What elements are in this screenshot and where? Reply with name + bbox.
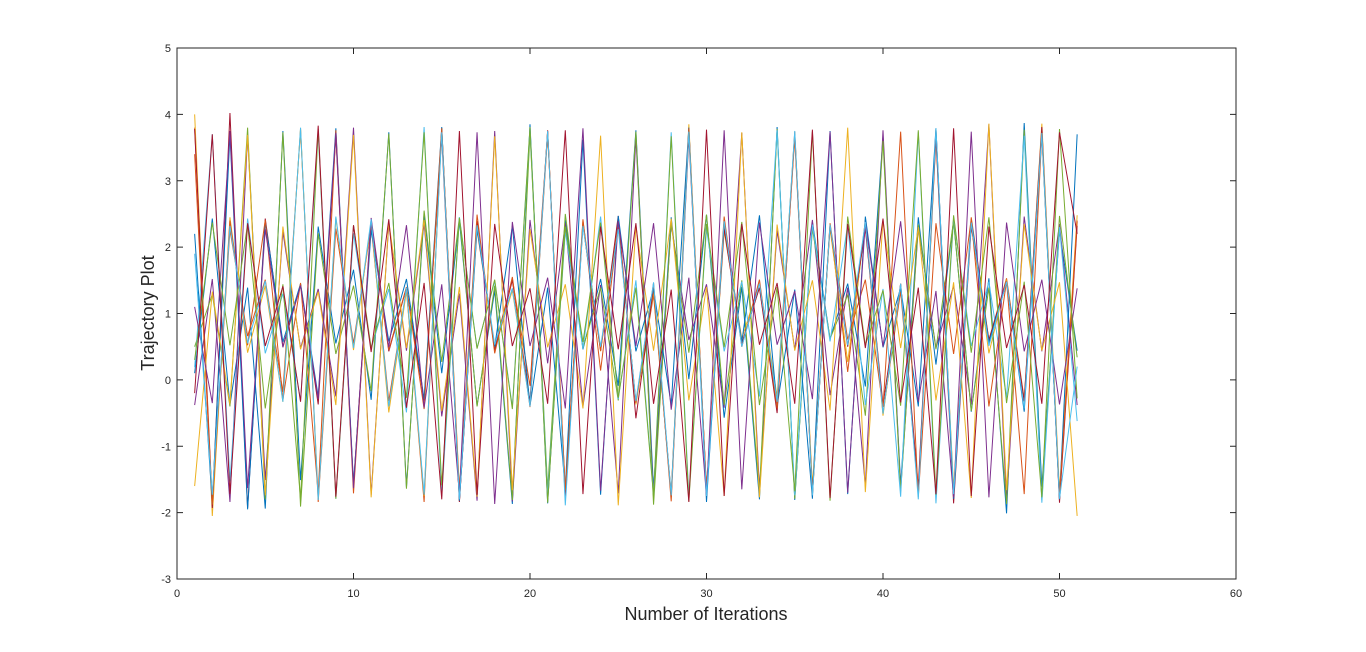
x-tick-label: 30 bbox=[700, 588, 712, 600]
x-tick-label: 40 bbox=[877, 588, 889, 600]
y-axis-ticks: -3 -2 -1 0 1 2 3 4 5 bbox=[161, 43, 1236, 586]
x-axis-ticks: 0 10 20 30 40 50 60 bbox=[174, 48, 1242, 600]
series-line-13 bbox=[194, 127, 1078, 506]
x-tick-label: 20 bbox=[524, 588, 536, 600]
y-axis-label: Trajectory Plot bbox=[138, 255, 158, 370]
x-tick-label: 60 bbox=[1230, 588, 1242, 600]
x-tick-label: 10 bbox=[347, 588, 359, 600]
x-tick-label: 50 bbox=[1053, 588, 1065, 600]
y-tick-label: 4 bbox=[165, 109, 171, 121]
y-tick-label: 1 bbox=[165, 309, 171, 321]
series-line-14 bbox=[194, 125, 1078, 503]
y-tick-label: -3 bbox=[161, 574, 171, 586]
y-tick-label: 5 bbox=[165, 43, 171, 55]
x-axis-label: Number of Iterations bbox=[624, 604, 787, 624]
y-tick-label: 2 bbox=[165, 242, 171, 254]
series-layer bbox=[194, 113, 1078, 516]
series-line-11 bbox=[194, 128, 1078, 505]
y-tick-label: 0 bbox=[165, 375, 171, 387]
y-tick-label: -1 bbox=[161, 441, 171, 453]
y-tick-label: -2 bbox=[161, 508, 171, 520]
x-tick-label: 0 bbox=[174, 588, 180, 600]
y-tick-label: 3 bbox=[165, 176, 171, 188]
